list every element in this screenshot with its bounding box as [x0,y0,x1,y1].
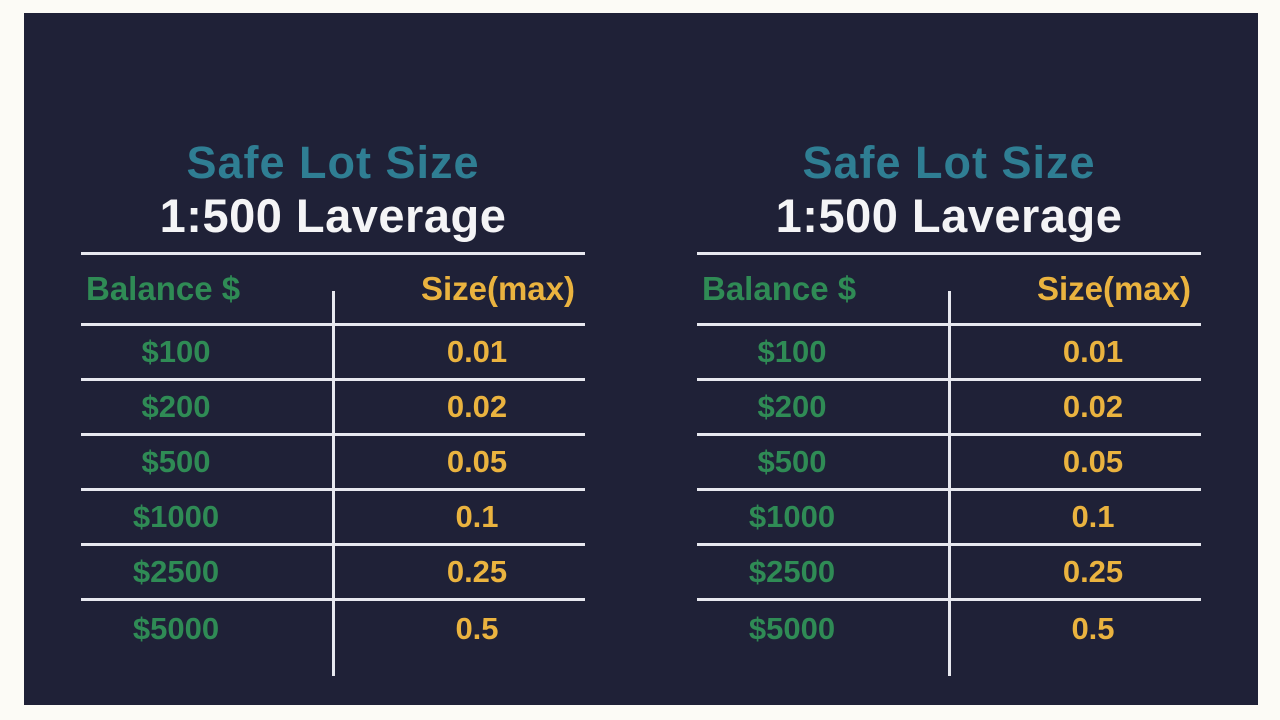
size-cell: 0.5 [1071,610,1115,646]
column-header-size: Size(max) [1036,270,1191,307]
table-row: $5000 0.5 [81,601,585,656]
table: Balance $ Size(max) $100 0.01 $200 0.02 $500… [697,255,1201,676]
balance-cell: $500 [141,444,211,479]
table-row: $2500 0.25 [81,546,585,601]
table-column-header-row: Balance $ Size(max) [697,255,1201,326]
size-cell: 0.1 [1071,499,1115,534]
lot-size-table-left: Safe Lot Size 1:500 Laverage Balance $ S… [81,140,585,705]
table: Balance $ Size(max) $100 0.01 $200 0.02 $500… [81,255,585,676]
balance-cell: $200 [141,389,211,424]
balance-cell: $200 [757,389,827,424]
size-cell: 0.05 [446,444,508,479]
table-header-block: Safe Lot Size 1:500 Laverage [81,140,585,255]
table-header-block: Safe Lot Size 1:500 Laverage [697,140,1201,255]
column-header-size: Size(max) [420,270,575,307]
column-divider-line [947,291,951,676]
table-title: Safe Lot Size [186,137,480,188]
size-cell: 0.25 [1062,554,1124,589]
balance-cell: $2500 [132,554,220,589]
infographic-panel: Safe Lot Size 1:500 Laverage Balance $ S… [24,13,1258,705]
size-cell: 0.25 [446,554,508,589]
size-cell: 0.01 [446,334,508,369]
table-row: $500 0.05 [81,436,585,491]
column-divider-line [331,291,335,676]
table-title: Safe Lot Size [802,137,1096,188]
size-cell: 0.05 [1062,444,1124,479]
table-subtitle: 1:500 Laverage [775,189,1123,242]
balance-cell: $5000 [132,610,220,646]
balance-cell: $100 [141,334,211,369]
size-cell: 0.01 [1062,334,1124,369]
column-header-balance: Balance $ [86,270,241,307]
balance-cell: $1000 [748,499,836,534]
column-header-balance: Balance $ [702,270,857,307]
table-column-header-row: Balance $ Size(max) [81,255,585,326]
balance-cell: $500 [757,444,827,479]
table-row: $5000 0.5 [697,601,1201,656]
size-cell: 0.02 [1062,389,1124,424]
balance-cell: $5000 [748,610,836,646]
table-subtitle: 1:500 Laverage [159,189,507,242]
size-cell: 0.1 [455,499,499,534]
balance-cell: $100 [757,334,827,369]
size-cell: 0.5 [455,610,499,646]
balance-cell: $2500 [748,554,836,589]
lot-size-table-right: Safe Lot Size 1:500 Laverage Balance $ S… [697,140,1201,705]
size-cell: 0.02 [446,389,508,424]
balance-cell: $1000 [132,499,220,534]
